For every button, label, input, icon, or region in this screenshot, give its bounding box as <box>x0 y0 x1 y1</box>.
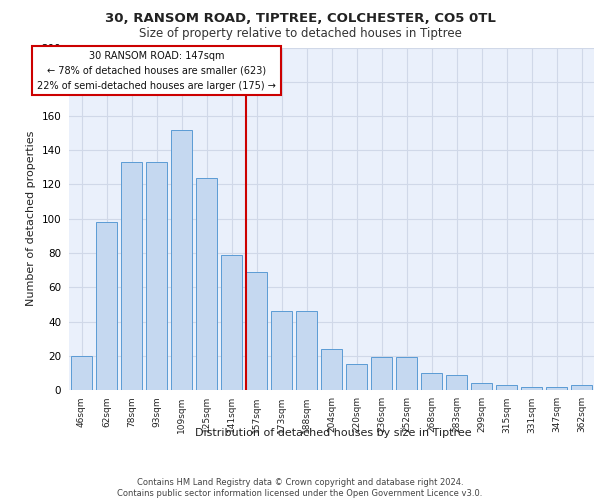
Bar <box>71 356 92 390</box>
Bar <box>296 311 317 390</box>
Bar <box>271 311 292 390</box>
Bar <box>146 162 167 390</box>
Bar <box>96 222 117 390</box>
Bar <box>171 130 192 390</box>
Bar <box>396 358 417 390</box>
Bar <box>221 254 242 390</box>
Text: Distribution of detached houses by size in Tiptree: Distribution of detached houses by size … <box>194 428 472 438</box>
Bar <box>446 374 467 390</box>
Bar <box>546 386 567 390</box>
Text: Size of property relative to detached houses in Tiptree: Size of property relative to detached ho… <box>139 28 461 40</box>
Bar <box>346 364 367 390</box>
Bar <box>246 272 267 390</box>
Bar <box>321 349 342 390</box>
Bar <box>496 385 517 390</box>
Bar <box>571 385 592 390</box>
Bar <box>421 373 442 390</box>
Text: 30, RANSOM ROAD, TIPTREE, COLCHESTER, CO5 0TL: 30, RANSOM ROAD, TIPTREE, COLCHESTER, CO… <box>104 12 496 26</box>
Bar <box>521 386 542 390</box>
Bar <box>196 178 217 390</box>
Text: 30 RANSOM ROAD: 147sqm
← 78% of detached houses are smaller (623)
22% of semi-de: 30 RANSOM ROAD: 147sqm ← 78% of detached… <box>37 51 276 90</box>
Bar <box>371 358 392 390</box>
Bar <box>121 162 142 390</box>
Bar <box>471 383 492 390</box>
Y-axis label: Number of detached properties: Number of detached properties <box>26 131 36 306</box>
Text: Contains HM Land Registry data © Crown copyright and database right 2024.
Contai: Contains HM Land Registry data © Crown c… <box>118 478 482 498</box>
